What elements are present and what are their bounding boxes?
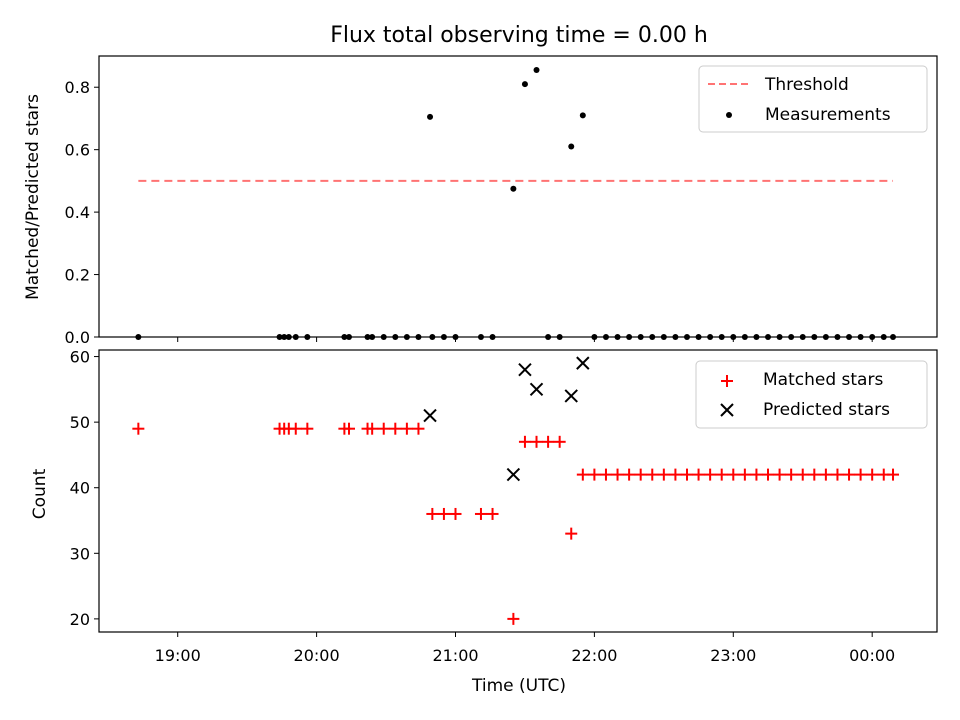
matched-star-point: [426, 507, 439, 520]
matched-star-point: [588, 468, 601, 481]
matched-star-point: [808, 468, 821, 481]
matched-star-point: [542, 435, 555, 448]
ratio-axes-frame: [98, 55, 938, 338]
measurement-point: [510, 185, 517, 192]
matched-star-point: [854, 468, 867, 481]
ratio-y-axis-label: Matched/Predicted stars: [23, 94, 43, 300]
ratio-legend: Threshold Measurements: [698, 65, 928, 133]
matched-star-point: [289, 422, 302, 435]
legend-measurements-marker: [726, 112, 732, 118]
matched-star-point: [634, 468, 647, 481]
matched-star-point: [486, 507, 499, 520]
matched-star-point: [437, 507, 450, 520]
measurement-point: [579, 112, 586, 119]
predicted-star-point: [529, 382, 544, 397]
legend-threshold-label: Threshold: [764, 75, 849, 95]
matched-star-point: [132, 422, 145, 435]
matched-star-point: [738, 468, 751, 481]
legend-matched-label: Matched stars: [763, 370, 883, 390]
x-tick-label: 20:00: [294, 646, 340, 665]
x-tick-label: 23:00: [710, 646, 756, 665]
matched-star-point: [773, 468, 786, 481]
predicted-star-point: [506, 467, 521, 482]
matched-star-point: [887, 468, 900, 481]
count-y-axis-label: Count: [30, 468, 50, 519]
matched-star-point: [565, 527, 578, 540]
predicted-star-point: [576, 356, 590, 370]
measurement-point: [521, 81, 528, 88]
matched-star-point: [553, 435, 566, 448]
matched-star-point: [762, 468, 775, 481]
matched-star-point: [680, 468, 693, 481]
ratio-y-tick-label: 0.0: [65, 328, 90, 347]
count-axes-frame: [98, 349, 938, 633]
legend-matched-marker: [721, 375, 733, 387]
x-tick-label: 00:00: [849, 646, 895, 665]
matched-star-point: [389, 422, 402, 435]
matched-star-point: [377, 422, 390, 435]
ratio-panel: 0.00.20.40.60.8 Matched/Predicted stars …: [23, 55, 938, 347]
ratio-y-tick-label: 0.4: [65, 203, 90, 222]
matched-star-point: [866, 468, 879, 481]
count-panel: 20 30 40 50 60 19:00 20:00 21:00 22:00 23:00 00:0…: [30, 348, 938, 696]
chart-title: Flux total observing time = 0.00 h: [330, 23, 708, 48]
matched-star-point: [611, 468, 624, 481]
x-tick-label: 19:00: [155, 646, 201, 665]
count-y-tick-label: 40: [70, 479, 90, 498]
matched-star-point: [400, 422, 413, 435]
matched-star-point: [412, 422, 425, 435]
matched-star-point: [599, 468, 612, 481]
matched-star-point: [530, 435, 543, 448]
predicted-star-point: [518, 362, 532, 377]
measurement-point: [568, 143, 575, 150]
matched-star-point: [366, 422, 379, 435]
ratio-y-tick-label: 0.8: [65, 78, 90, 97]
matched-star-point: [692, 468, 705, 481]
matched-star-point: [474, 507, 487, 520]
matched-star-point: [576, 468, 589, 481]
matched-star-point: [623, 468, 636, 481]
count-y-tick-label: 60: [70, 348, 90, 367]
count-y-tick-label: 30: [70, 544, 90, 563]
legend-predicted-label: Predicted stars: [763, 400, 890, 420]
matched-star-point: [843, 468, 856, 481]
legend-measurements-label: Measurements: [765, 105, 891, 125]
matched-star-point: [785, 468, 798, 481]
predicted-star-point: [423, 408, 437, 423]
count-legend: Matched stars Predicted stars: [695, 360, 928, 429]
x-tick-label: 22:00: [571, 646, 617, 665]
matched-star-point: [507, 612, 520, 625]
matched-star-point: [343, 422, 356, 435]
matched-star-point: [704, 468, 717, 481]
legend-predicted-marker: [720, 403, 734, 417]
matched-star-point: [715, 468, 728, 481]
matched-star-point: [750, 468, 763, 481]
matched-star-point: [796, 468, 809, 481]
matched-star-point: [518, 435, 531, 448]
matched-star-point: [669, 468, 682, 481]
ratio-y-tick-label: 0.2: [65, 266, 90, 285]
ratio-y-tick-label: 0.6: [65, 141, 90, 160]
count-y-tick-label: 20: [70, 610, 90, 629]
x-tick-label: 21:00: [432, 646, 478, 665]
x-axis-label: Time (UTC): [471, 676, 566, 696]
measurement-point: [533, 67, 540, 74]
matched-star-point: [819, 468, 832, 481]
matched-star-point: [449, 507, 462, 520]
matched-star-point: [657, 468, 670, 481]
matched-star-point: [301, 422, 314, 435]
matched-star-point: [831, 468, 844, 481]
count-y-tick-label: 50: [70, 413, 90, 432]
matched-star-point: [727, 468, 740, 481]
measurement-point: [427, 113, 434, 120]
predicted-star-point: [564, 389, 578, 403]
matched-star-point: [646, 468, 659, 481]
